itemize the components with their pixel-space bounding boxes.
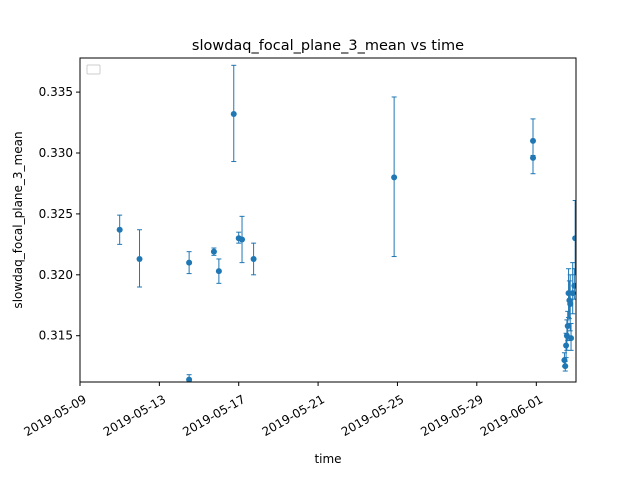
- y-tick-label: 0.335: [39, 85, 73, 99]
- data-point: [530, 140, 537, 175]
- data-point: [186, 374, 193, 382]
- y-axis: 0.315 0.320 0.325 0.330 0.335: [39, 85, 80, 343]
- data-point: [391, 96, 398, 258]
- data-point: [215, 258, 222, 284]
- point-marker: [568, 335, 575, 342]
- x-axis-label: time: [314, 452, 341, 466]
- point-marker: [116, 226, 123, 233]
- data-point: [136, 229, 143, 288]
- point-marker: [186, 259, 193, 266]
- point-marker: [215, 268, 222, 275]
- data-point: [567, 274, 574, 332]
- point-marker: [239, 236, 246, 243]
- y-axis-label: slowdaq_focal_plane_3_mean: [11, 131, 25, 308]
- point-marker: [391, 174, 398, 181]
- data-point: [239, 215, 246, 264]
- data-point: [572, 200, 576, 276]
- point-marker: [567, 301, 574, 308]
- legend-box: [86, 64, 101, 75]
- point-marker: [563, 342, 570, 349]
- plot-area: [79, 57, 577, 383]
- point-marker: [572, 235, 576, 242]
- y-tick-label: 0.320: [39, 268, 73, 282]
- x-tick-label: 2019-05-25: [339, 392, 406, 439]
- data-point: [210, 247, 217, 256]
- data-marks: [116, 64, 576, 382]
- point-marker: [250, 255, 257, 262]
- point-marker: [564, 322, 571, 329]
- point-marker: [571, 282, 576, 289]
- x-axis: 2019-05-09 2019-05-13 2019-05-17 2019-05-21…: [21, 382, 545, 439]
- x-tick-label: 2019-05-09: [21, 392, 88, 439]
- plot-frame: [79, 57, 577, 383]
- point-marker: [186, 376, 193, 382]
- data-point: [564, 310, 571, 342]
- x-tick-label: 2019-06-01: [478, 392, 545, 439]
- data-point: [250, 242, 257, 276]
- data-point: [186, 251, 193, 275]
- chart-title: slowdaq_focal_plane_3_mean vs time: [192, 38, 464, 54]
- point-marker: [230, 111, 237, 118]
- x-tick-label: 2019-05-17: [180, 392, 247, 439]
- y-tick-label: 0.315: [39, 329, 73, 343]
- y-tick-label: 0.325: [39, 207, 73, 221]
- data-point: [571, 268, 576, 300]
- point-marker: [210, 248, 217, 255]
- x-tick-label: 2019-05-21: [260, 392, 327, 439]
- data-point: [568, 323, 575, 351]
- y-tick-label: 0.330: [39, 146, 73, 160]
- data-point: [562, 360, 569, 372]
- point-marker: [562, 363, 569, 370]
- x-tick-label: 2019-05-13: [101, 392, 168, 439]
- x-tick-label: 2019-05-29: [418, 392, 485, 439]
- point-marker: [136, 255, 143, 262]
- data-point: [230, 64, 237, 163]
- data-point: [116, 214, 123, 245]
- point-marker: [530, 154, 537, 161]
